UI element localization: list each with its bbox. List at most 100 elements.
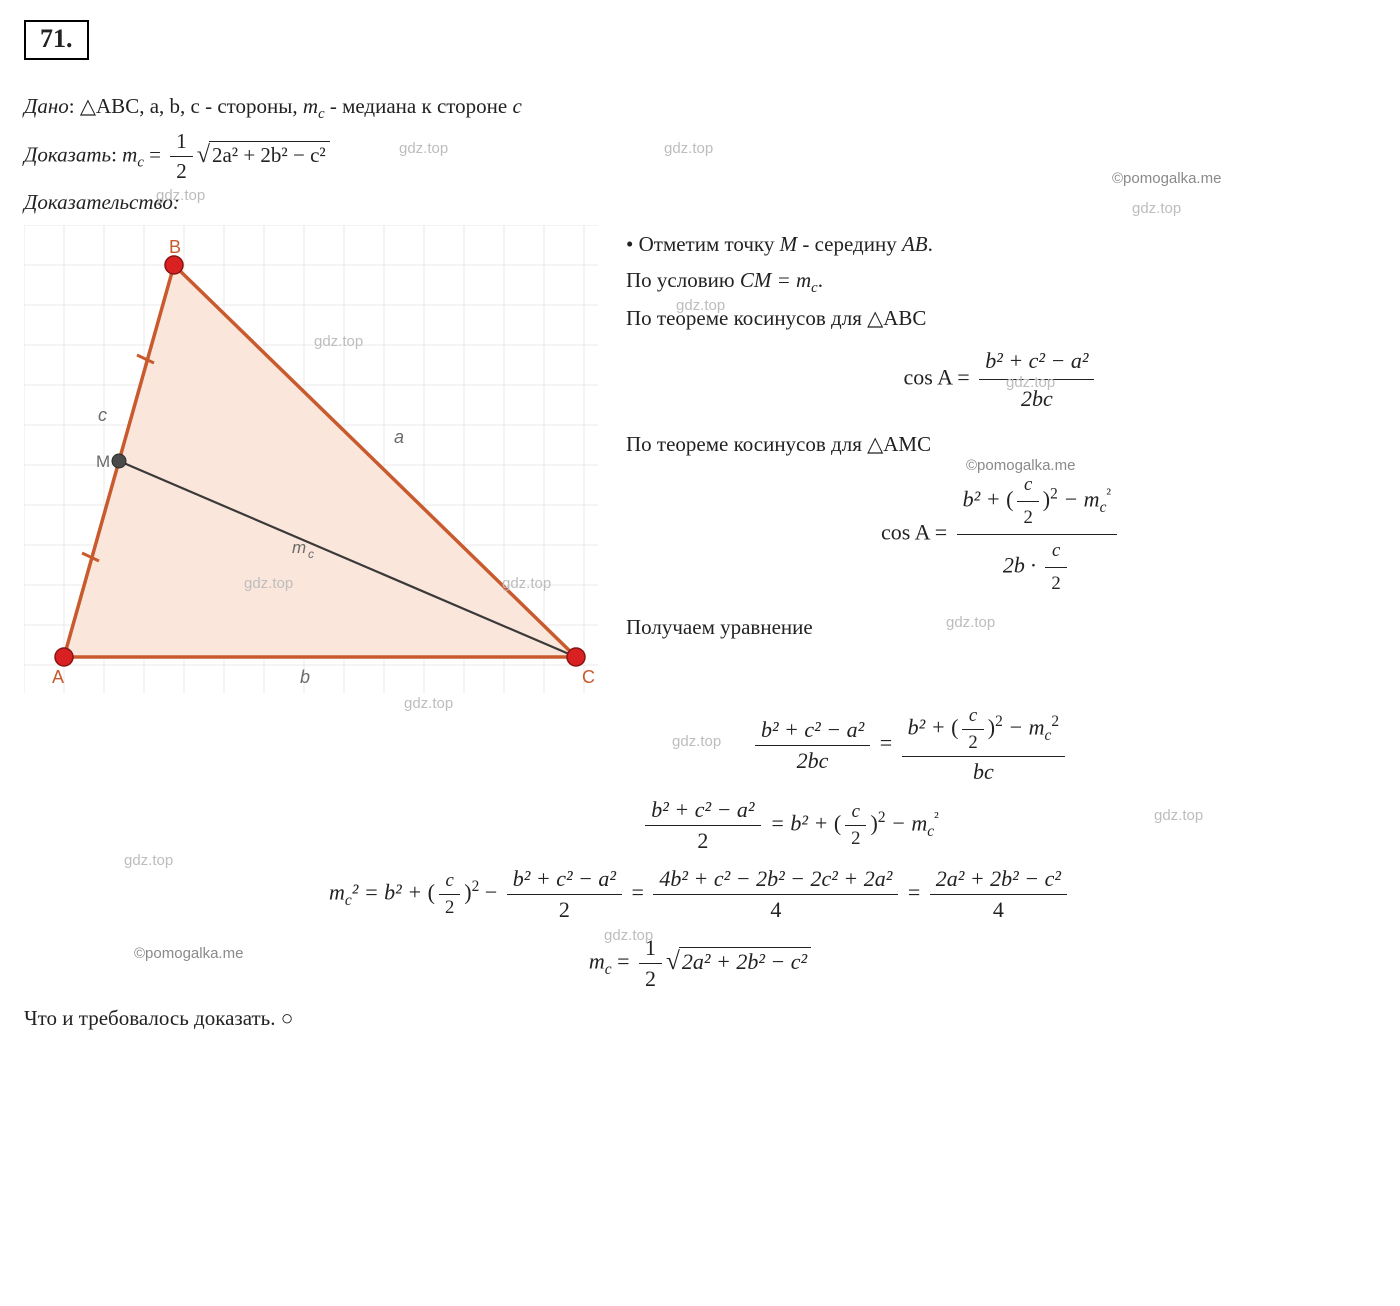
right-column: • Отметим точку M - середину AB. По усло… — [626, 225, 1376, 647]
eq1-rhs-num-r: − m — [1003, 715, 1045, 740]
eq3-mc: m — [329, 880, 345, 905]
eq2-c2-num: c — [845, 801, 866, 826]
eq1-lhs: b² + c² − a² 2bc — [755, 717, 870, 774]
bullet-line: • Отметим точку M - середину AB. — [626, 229, 1376, 261]
diagram-wrapper: A B C M c a b m c gdz.top gdz.top gdz.to… — [24, 225, 598, 693]
watermark: gdz.top — [946, 612, 995, 635]
eq3-f2: 4b² + c² − 2b² − 2c² + 2a²4 — [653, 866, 898, 923]
eq1-c2-num: c — [962, 705, 983, 730]
num-r: − m — [1058, 487, 1100, 512]
bullet-dot: . — [928, 232, 933, 256]
equation-2: b² + c² − a² 2 = b² + (c2)2 − mc² gdz.to… — [24, 797, 1376, 854]
label-M: M — [96, 452, 110, 471]
prove-eq: = — [144, 143, 166, 167]
eq3-f2-num: 4b² + c² − 2b² − 2c² + 2a² — [653, 866, 898, 895]
num-r2: ² — [1106, 485, 1111, 502]
cond-eq: CM = m — [740, 268, 811, 292]
eq3-f1-den: 2 — [507, 895, 622, 923]
cosA2: cos A = — [881, 520, 947, 545]
get-eq-text: Получаем уравнение — [626, 615, 813, 639]
eq4-mc: m — [589, 949, 605, 974]
prove-label: Доказать — [24, 143, 111, 167]
bullet-AB: AB — [902, 232, 928, 256]
sq: 2 — [878, 809, 886, 826]
qed-line: Что и требовалось доказать. ○ — [24, 1006, 1376, 1031]
eq1-c2: c2 — [962, 705, 983, 754]
prove-mc: m — [122, 143, 137, 167]
eq4-rad: 2a² + 2b² − c² — [679, 947, 811, 976]
eq3-f3-den: 4 — [930, 895, 1067, 923]
sq: 2 — [995, 713, 1003, 730]
eq3-f1-num: b² + c² − a² — [507, 866, 622, 895]
prove-colon: : — [111, 143, 122, 167]
eq2-lhs-den: 2 — [645, 826, 760, 854]
eq1-rhs-num-l: b² + — [908, 715, 951, 740]
equation-3: gdz.top mc² = b² + (c2)2 − b² + c² − a²2… — [24, 866, 1376, 923]
label-mc: m — [292, 538, 306, 557]
label-b: b — [300, 667, 310, 687]
cos-amc-frac: b² + (c2)2 − mc² 2b · c2 — [957, 471, 1117, 598]
cos-abc-line: По теореме косинусов для △ABC — [626, 303, 1376, 335]
eq1-eq: = — [880, 730, 898, 755]
eq3-c2-den: 2 — [439, 895, 460, 919]
get-eq-line: Получаем уравнение gdz.top — [626, 612, 1376, 644]
eq2-r2: ² — [934, 809, 939, 826]
eq4-eq: = — [612, 949, 635, 974]
cond-text: По условию — [626, 268, 740, 292]
label-a: a — [394, 427, 404, 447]
cos-abc-frac: b² + c² − a² 2bc — [979, 344, 1094, 415]
bullet-text2: - середину — [797, 232, 902, 256]
mc-var: m — [303, 94, 318, 118]
eq1-rhs-den: bc — [902, 757, 1065, 785]
cond-dot: . — [818, 268, 823, 292]
eq4-half-num: 1 — [639, 935, 662, 964]
prove-line: Доказать: mc = 122a² + 2b² − c² — [24, 129, 1376, 184]
c2-num: c — [1017, 471, 1038, 502]
given-label: Дано — [24, 94, 69, 118]
cos-abc-formula: cos A = b² + c² − a² 2bc gdz.top — [626, 344, 1376, 415]
num-l: b² + — [963, 487, 1006, 512]
eq4-sqrt: 2a² + 2b² − c² — [666, 947, 811, 976]
cos-amc-den: 2b · c2 — [957, 535, 1117, 598]
cos-abc-den: 2bc — [979, 380, 1094, 415]
cos-abc-num: b² + c² − a² — [979, 344, 1094, 380]
bullet-M: M — [780, 232, 798, 256]
given-line: Дано: △ABC, a, b, c - стороны, m c - меди… — [24, 94, 1376, 123]
c2b-den: 2 — [1045, 568, 1066, 598]
eq4-half-den: 2 — [639, 964, 662, 992]
eq1-lhs-den: 2bc — [755, 746, 870, 774]
eq2-c2-den: 2 — [845, 826, 866, 850]
equation-1: gdz.top gdz.top b² + c² − a² 2bc = b² + … — [24, 705, 1376, 785]
radicand: 2a² + 2b² − c² — [209, 141, 330, 169]
eq1-c2-den: 2 — [962, 730, 983, 754]
eq1-rhs: b² + (c2)2 − mc2 bc — [902, 705, 1065, 785]
eq1-rhs-num: b² + (c2)2 − mc2 — [902, 705, 1065, 757]
c-over-2-b: c2 — [1045, 537, 1066, 598]
eq3-eq1: = — [626, 880, 649, 905]
c-over-2: c2 — [1017, 471, 1038, 532]
given-text1: : △ABC, a, b, c - стороны, — [69, 94, 303, 118]
eq3-c2-num: c — [439, 870, 460, 895]
sq: 2 — [1050, 485, 1058, 502]
cos-amc-num: b² + (c2)2 − mc² — [957, 471, 1117, 535]
watermark: ©pomogalka.me — [134, 945, 243, 962]
problem-number: 71. — [24, 20, 89, 60]
eq4-half: 12 — [639, 935, 662, 992]
eq3-f1: b² + c² − a²2 — [507, 866, 622, 923]
cosA: cos A = — [904, 365, 970, 390]
sqrt: 2a² + 2b² − c² — [197, 141, 330, 169]
watermark: gdz.top — [404, 695, 453, 712]
half-num: 1 — [170, 129, 193, 157]
eq4-mc-sub: c — [605, 961, 612, 978]
given-text2: - медиана к стороне — [325, 94, 513, 118]
eq2-r: − m — [886, 811, 928, 836]
label-c: c — [98, 405, 107, 425]
eq2-eq: = b² + — [770, 811, 834, 836]
cond-line: По условию CM = mc. — [626, 265, 1376, 299]
given-c: c — [512, 94, 521, 118]
eq3-f3: 2a² + 2b² − c²4 — [930, 866, 1067, 923]
page-root: gdz.top gdz.top ©pomogalka.me gdz.top gd… — [24, 20, 1376, 1031]
half-den: 2 — [170, 157, 193, 184]
eq3-f3-num: 2a² + 2b² − c² — [930, 866, 1067, 895]
eq3-minus: − — [479, 880, 502, 905]
